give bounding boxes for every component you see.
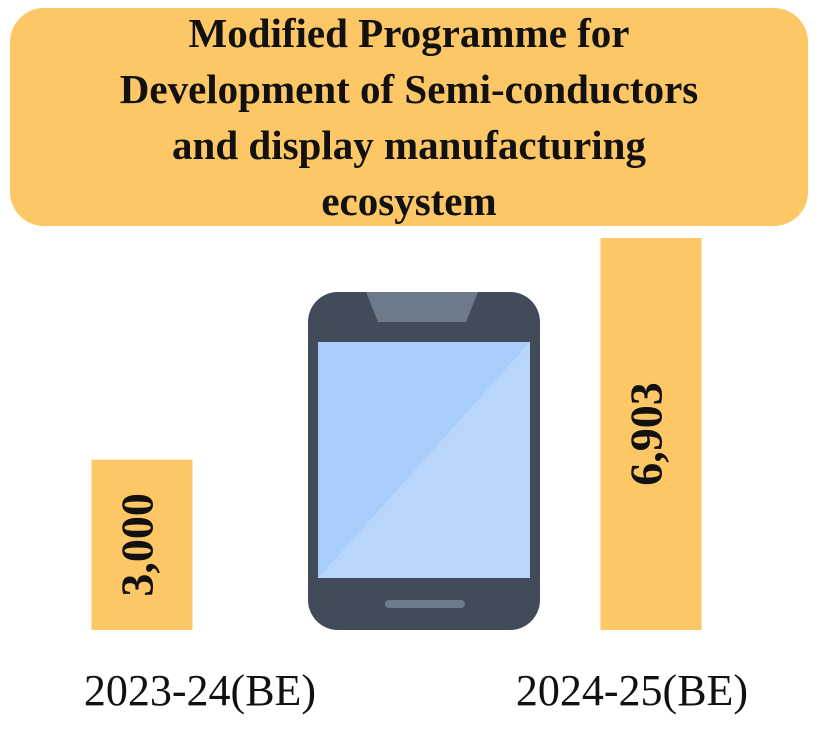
category-label: 2023-24(BE) — [84, 666, 316, 715]
category-label: 2024-25(BE) — [516, 666, 748, 715]
value-label: 3,000 — [112, 493, 163, 597]
bar — [600, 238, 702, 630]
home-bar — [385, 600, 465, 608]
title-box: Modified Programme for Development of Se… — [10, 8, 808, 226]
chart-title: Modified Programme for Development of Se… — [119, 10, 699, 224]
phone-notch — [366, 292, 478, 322]
screen-shine — [318, 342, 530, 578]
value-label: 6,903 — [621, 382, 672, 486]
phone-icon — [308, 292, 540, 630]
bar — [91, 459, 193, 630]
